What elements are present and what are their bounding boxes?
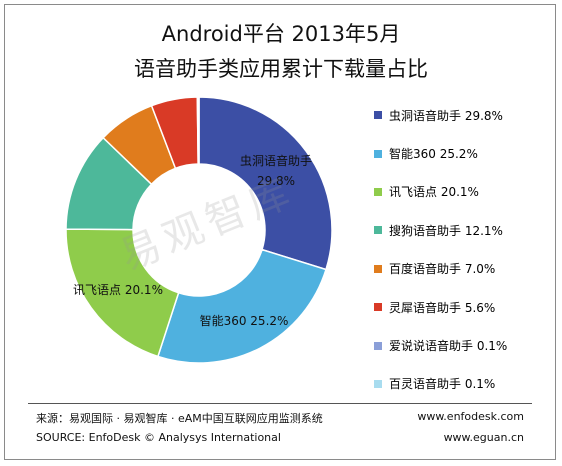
legend-swatch bbox=[374, 187, 382, 196]
donut-slice-2 bbox=[156, 248, 327, 364]
legend-swatch bbox=[374, 341, 382, 350]
footer-divider bbox=[28, 403, 532, 404]
legend-item-8: 百灵语音助手 0.1% bbox=[374, 365, 507, 403]
legend-label: 讯飞语点 20.1% bbox=[389, 185, 479, 200]
legend-item-3: 讯飞语点 20.1% bbox=[374, 173, 507, 211]
legend-item-6: 灵犀语音助手 5.6% bbox=[374, 288, 507, 326]
legend-label: 搜狗语音助手 12.1% bbox=[389, 223, 503, 238]
legend-label: 虫洞语音助手 29.8% bbox=[389, 108, 503, 123]
footer-source-cn: 来源：易观国际 · 易观智库 · eAM中国互联网应用监测系统 bbox=[36, 412, 323, 425]
legend-swatch bbox=[374, 379, 382, 388]
legend-swatch bbox=[374, 226, 382, 235]
donut-slice-1 bbox=[198, 96, 333, 271]
slice-label-3-line1: 讯飞语点 20.1% bbox=[73, 283, 163, 297]
legend-swatch bbox=[374, 303, 382, 312]
chart-title-line2: 语音助手类应用累计下载量占比 bbox=[134, 57, 428, 81]
slice-label-2-line1: 智能360 25.2% bbox=[200, 313, 289, 328]
legend-swatch bbox=[374, 149, 382, 158]
footer-url-enfodesk: www.enfodesk.com bbox=[417, 410, 524, 423]
legend: 虫洞语音助手 29.8% 智能360 25.2% 讯飞语点 20.1% 搜狗语音助手 … bbox=[374, 96, 507, 403]
legend-swatch bbox=[374, 111, 382, 120]
legend-label: 爱说说语音助手 0.1% bbox=[389, 339, 508, 354]
legend-item-1: 虫洞语音助手 29.8% bbox=[374, 96, 507, 134]
legend-swatch bbox=[374, 264, 382, 273]
legend-item-4: 搜狗语音助手 12.1% bbox=[374, 211, 507, 249]
legend-item-7: 爱说说语音助手 0.1% bbox=[374, 326, 507, 364]
footer-url-eguan: www.eguan.cn bbox=[443, 431, 524, 444]
slice-label-1-line1: 虫洞语音助手 bbox=[240, 153, 312, 168]
footer-source-en: SOURCE: EnfoDesk © Analysys Internationa… bbox=[36, 431, 281, 444]
chart-title-line1: Android平台 2013年5月 bbox=[161, 22, 401, 46]
legend-item-2: 智能360 25.2% bbox=[374, 134, 507, 172]
legend-label: 灵犀语音助手 5.6% bbox=[389, 300, 496, 315]
legend-label: 百度语音助手 7.0% bbox=[389, 262, 496, 277]
slice-label-1-line2: 29.8% bbox=[257, 174, 295, 188]
donut-slice-3 bbox=[65, 228, 180, 358]
donut-slice-8 bbox=[197, 96, 200, 165]
legend-label: 智能360 25.2% bbox=[389, 147, 478, 162]
legend-item-5: 百度语音助手 7.0% bbox=[374, 250, 507, 288]
legend-label: 百灵语音助手 0.1% bbox=[389, 377, 496, 392]
